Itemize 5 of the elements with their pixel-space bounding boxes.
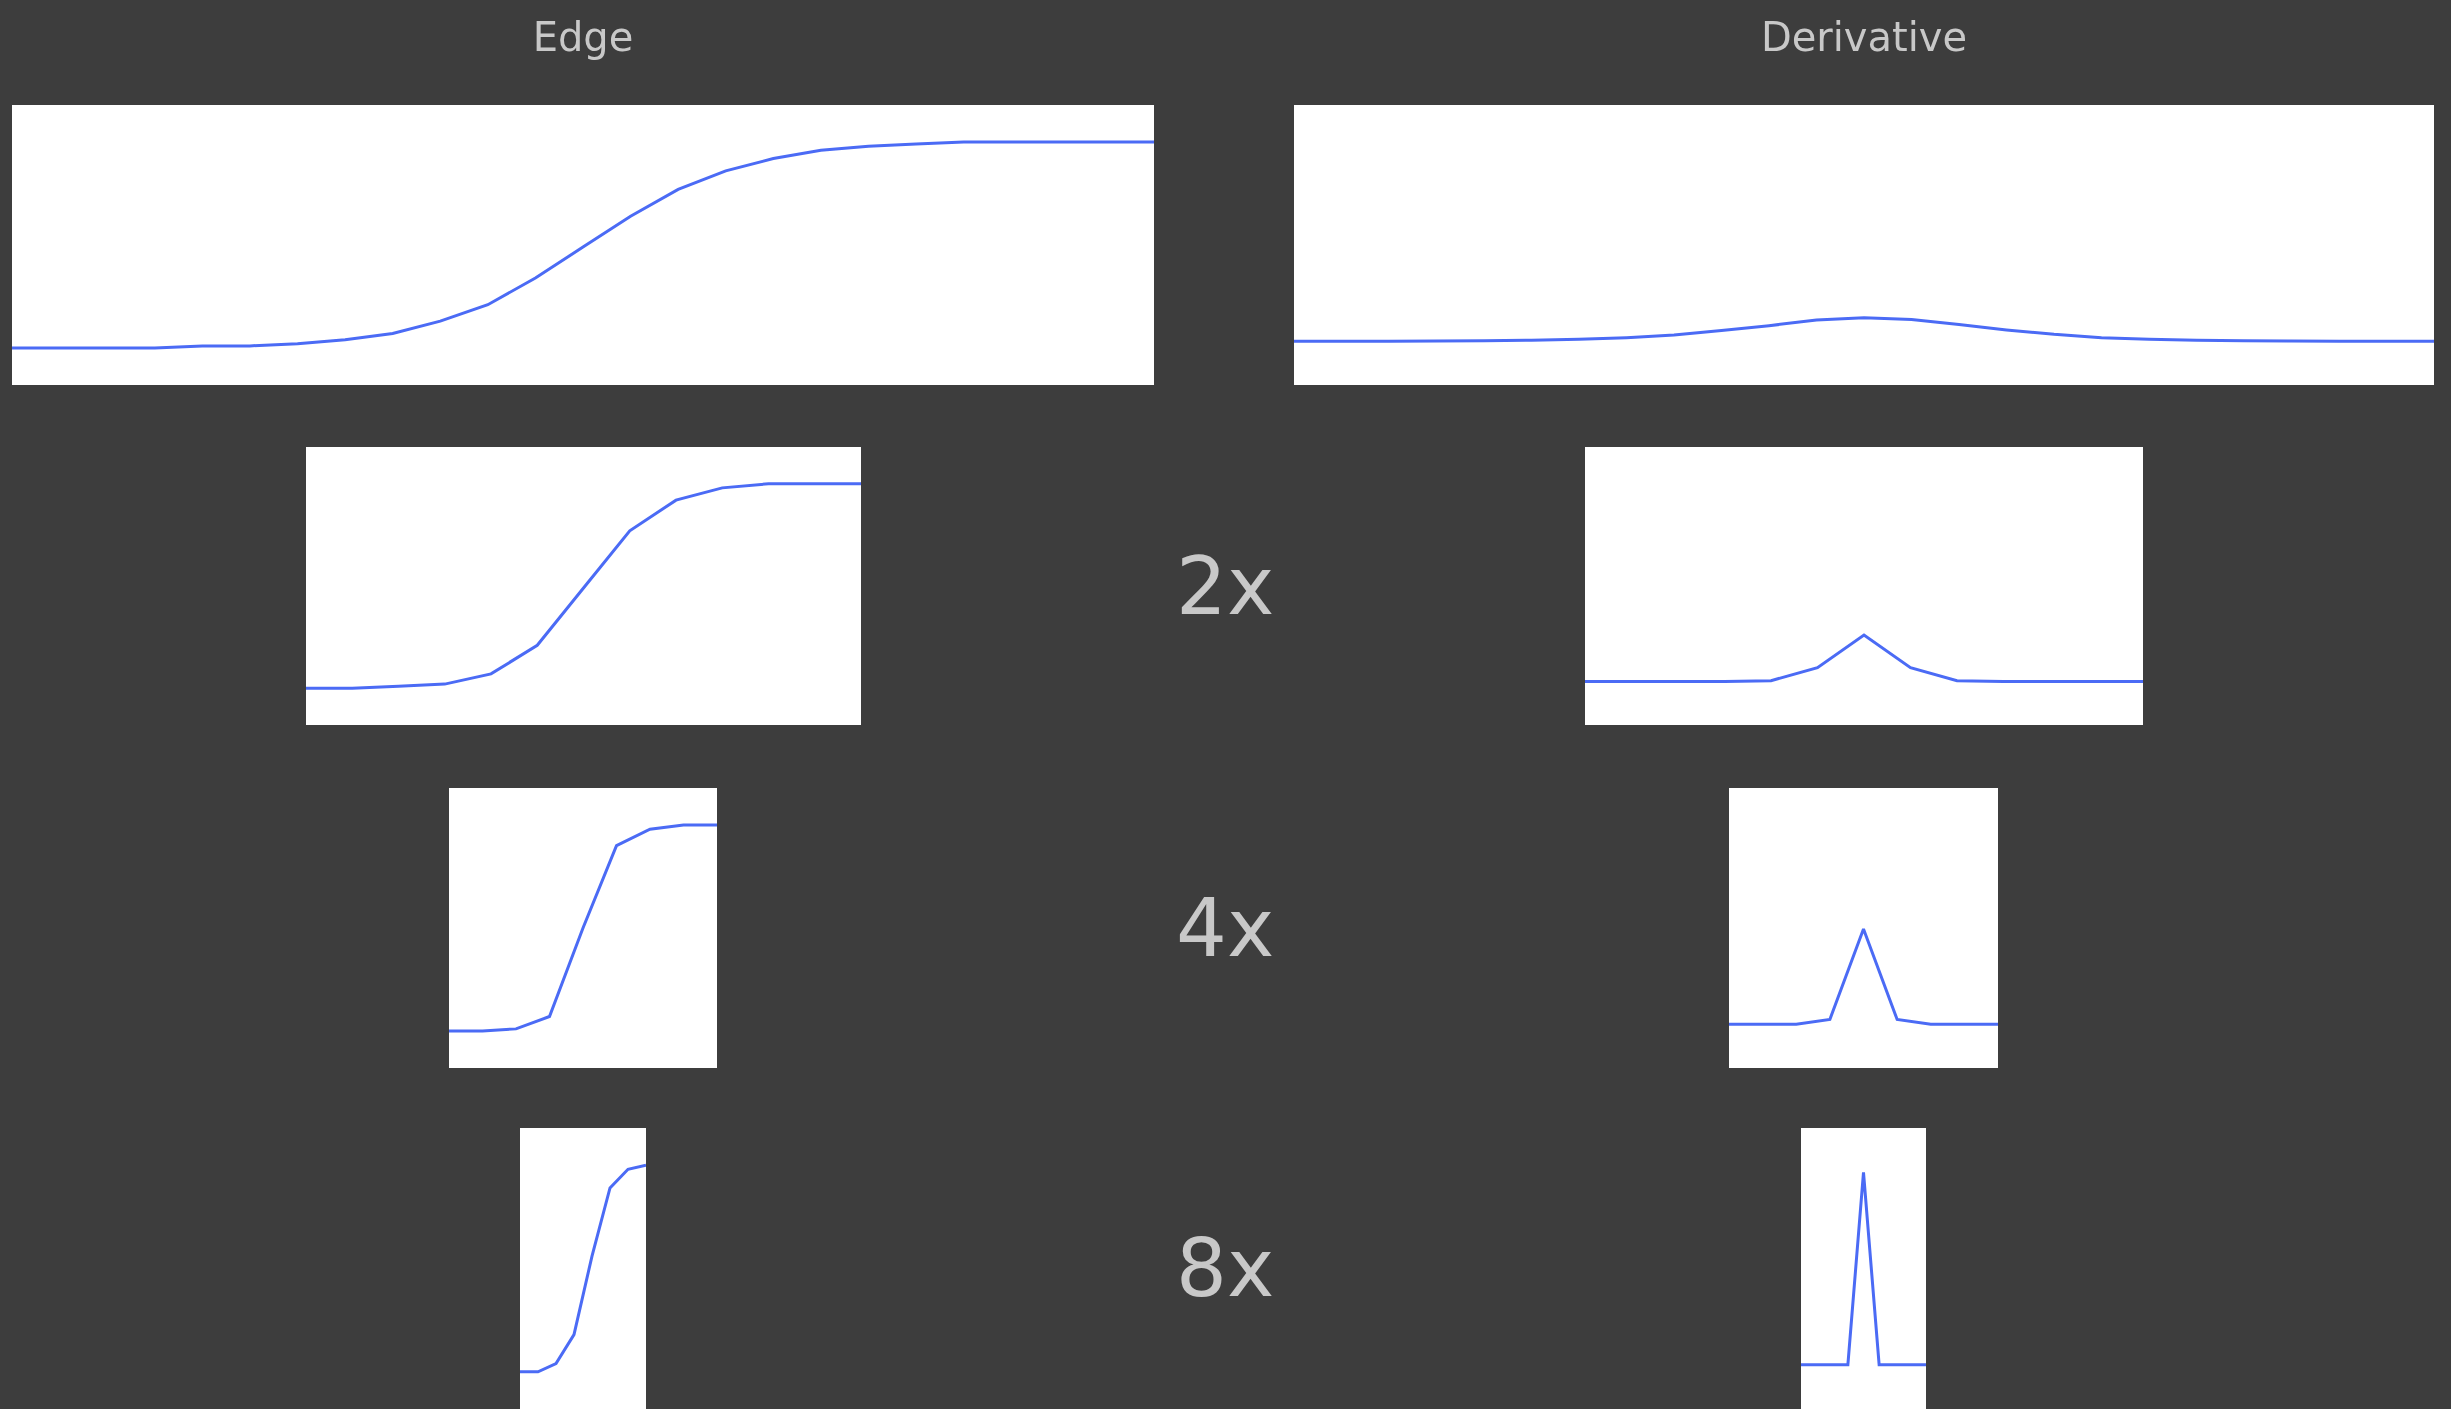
text: 2x bbox=[1176, 540, 1275, 633]
chart-title: Edge bbox=[532, 14, 634, 60]
text: 4x bbox=[1176, 882, 1275, 975]
text: 8x bbox=[1176, 1222, 1275, 1315]
chart-title: Derivative bbox=[1760, 14, 1968, 60]
